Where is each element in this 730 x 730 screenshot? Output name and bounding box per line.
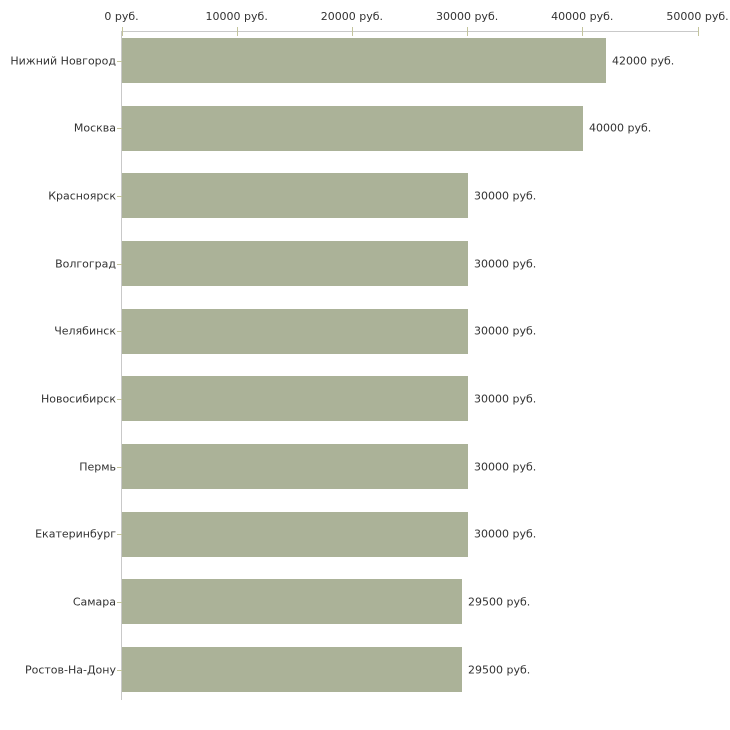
bar xyxy=(122,106,583,151)
bar xyxy=(122,309,468,354)
value-label: 29500 руб. xyxy=(468,663,531,677)
value-label: 30000 руб. xyxy=(474,460,537,474)
category-label: Самара xyxy=(72,595,116,609)
bar xyxy=(122,376,468,421)
x-tick-mark xyxy=(698,27,699,36)
bar xyxy=(122,173,468,218)
category-label: Красноярск xyxy=(48,189,116,203)
y-tick-mark xyxy=(117,264,122,265)
value-label: 40000 руб. xyxy=(589,121,652,135)
bar xyxy=(122,444,468,489)
x-tick-label: 0 руб. xyxy=(104,10,139,23)
category-label: Нижний Новгород xyxy=(10,54,116,67)
y-tick-mark xyxy=(117,602,122,603)
bar xyxy=(122,512,468,557)
x-tick-label: 30000 руб. xyxy=(435,10,499,23)
value-label: 30000 руб. xyxy=(474,324,537,338)
category-label: Новосибирск xyxy=(40,392,116,406)
y-tick-mark xyxy=(117,331,122,332)
x-tick-mark xyxy=(122,27,123,36)
y-tick-mark xyxy=(117,467,122,468)
category-label: Екатеринбург xyxy=(35,527,116,541)
y-tick-mark xyxy=(117,128,122,129)
x-tick-label: 10000 руб. xyxy=(205,10,268,23)
x-tick-mark xyxy=(237,27,238,36)
y-tick-mark xyxy=(117,670,122,671)
x-tick-mark xyxy=(582,27,583,36)
y-axis-line xyxy=(121,31,122,700)
x-axis-line xyxy=(121,31,699,32)
y-tick-mark xyxy=(117,399,122,400)
x-tick-label: 50000 руб. xyxy=(666,10,729,23)
category-label: Ростов-На-Дону xyxy=(24,663,116,677)
value-label: 30000 руб. xyxy=(474,189,537,203)
y-tick-mark xyxy=(117,196,122,197)
y-tick-mark xyxy=(117,61,122,62)
value-label: 29500 руб. xyxy=(468,595,531,609)
value-label: 30000 руб. xyxy=(474,392,537,406)
bar xyxy=(122,647,462,692)
value-label: 30000 руб. xyxy=(474,527,537,541)
value-label: 42000 руб. xyxy=(612,54,675,67)
category-label: Волгоград xyxy=(55,257,116,270)
category-label: Москва xyxy=(73,121,116,135)
bar xyxy=(122,241,468,286)
x-tick-mark xyxy=(467,27,468,36)
bar xyxy=(122,579,462,624)
bar xyxy=(122,38,606,83)
x-tick-label: 40000 руб. xyxy=(551,10,614,23)
category-label: Пермь xyxy=(79,460,116,474)
category-label: Челябинск xyxy=(54,324,116,338)
x-tick-mark xyxy=(352,27,353,36)
y-tick-mark xyxy=(117,534,122,535)
x-tick-label: 20000 руб. xyxy=(320,10,384,23)
value-label: 30000 руб. xyxy=(474,257,537,270)
